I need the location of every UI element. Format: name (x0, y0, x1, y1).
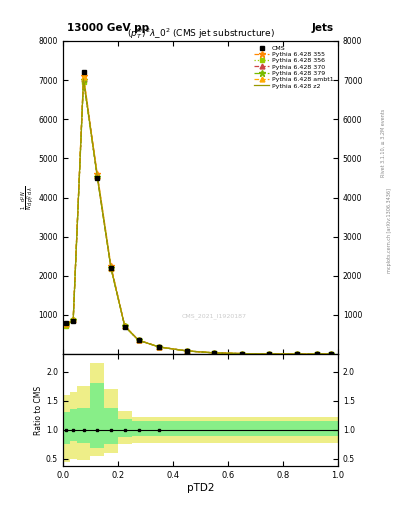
Legend: CMS, Pythia 6.428 355, Pythia 6.428 356, Pythia 6.428 370, Pythia 6.428 379, Pyt: CMS, Pythia 6.428 355, Pythia 6.428 356,… (253, 44, 335, 90)
Text: 13000 GeV pp: 13000 GeV pp (67, 23, 149, 33)
X-axis label: pTD2: pTD2 (187, 482, 214, 493)
Text: CMS_2021_I1920187: CMS_2021_I1920187 (182, 314, 247, 319)
Text: Jets: Jets (312, 23, 334, 33)
Text: mcplots.cern.ch [arXiv:1306.3436]: mcplots.cern.ch [arXiv:1306.3436] (387, 188, 391, 273)
Title: $(p_T^D)^2\lambda\_0^2$ (CMS jet substructure): $(p_T^D)^2\lambda\_0^2$ (CMS jet substru… (127, 26, 274, 41)
Y-axis label: $\frac{1}{N}\frac{\mathrm{d}^2N}{\mathrm{d}\,p_T^D\,\mathrm{d}\,\lambda}$: $\frac{1}{N}\frac{\mathrm{d}^2N}{\mathrm… (20, 185, 37, 209)
Y-axis label: Ratio to CMS: Ratio to CMS (34, 386, 43, 435)
Text: Rivet 3.1.10, ≥ 3.2M events: Rivet 3.1.10, ≥ 3.2M events (381, 109, 386, 178)
